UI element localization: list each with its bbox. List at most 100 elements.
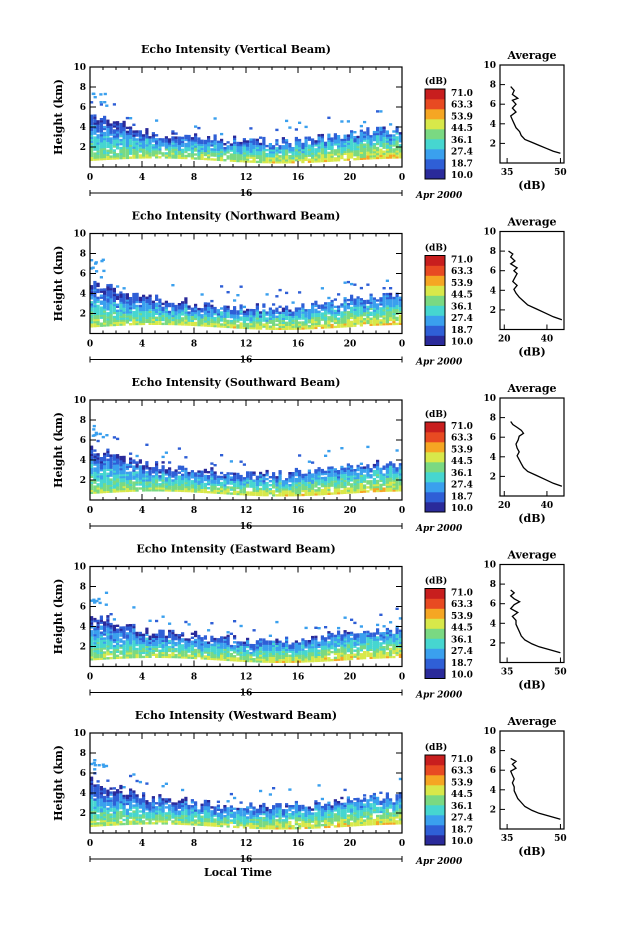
heatmap-cell: [281, 644, 285, 647]
heatmap-cell: [333, 470, 337, 473]
heatmap-cell: [236, 316, 240, 319]
heatmap-cell: [314, 326, 318, 330]
heatmap-cell: [103, 157, 107, 161]
heatmap-cell: [236, 155, 240, 159]
heatmap-cell: [132, 651, 136, 655]
heatmap-cell: [93, 288, 97, 292]
heatmap-cell: [161, 477, 165, 480]
heatmap-cell: [90, 636, 94, 639]
heatmap-cell: [356, 298, 360, 301]
heatmap-cell: [343, 325, 347, 328]
heatmap-cell: [363, 319, 367, 323]
heatmap-cell: [161, 473, 165, 476]
heatmap-cell: [294, 140, 298, 144]
heatmap-cell: [298, 309, 302, 312]
heatmap-cell: [200, 157, 204, 160]
heatmap-cell: [262, 136, 266, 140]
heatmap-cell: [200, 649, 204, 652]
heatmap-cell: [320, 306, 324, 309]
heatmap-cell: [330, 139, 334, 142]
heatmap-cell: [346, 134, 350, 137]
heatmap-cell: [288, 644, 292, 647]
heatmap-cell: [99, 136, 103, 139]
heatmap-cell: [288, 147, 292, 150]
heatmap-cell: [229, 656, 233, 660]
heatmap-cell: [135, 637, 139, 641]
heatmap-cell: [223, 317, 227, 320]
heatmap-cell: [125, 130, 129, 134]
heatmap-cell: [304, 485, 308, 488]
heatmap-cell: [369, 468, 373, 471]
heatmap-cell: [116, 458, 120, 461]
heatmap-cell: [395, 471, 399, 474]
heatmap-cell: [148, 310, 152, 313]
heatmap-cell: [343, 475, 347, 478]
heatmap-cell: [142, 639, 146, 643]
heatmap-cell: [376, 305, 380, 308]
heatmap-cell: [155, 302, 159, 305]
heatmap-cell: [145, 148, 149, 151]
heatmap-cell: [385, 316, 389, 320]
heatmap-cell: [122, 485, 126, 489]
heatmap-cell: [93, 296, 97, 300]
heatmap-cell: [229, 159, 233, 162]
heatmap-cell: [356, 472, 360, 476]
heatmap-cell: [353, 146, 357, 149]
heatmap-cell: [164, 647, 168, 651]
heatmap-cell: [112, 291, 116, 295]
heatmap-cell: [278, 305, 282, 308]
heatmap-cell: [99, 631, 103, 634]
heatmap-cell: [109, 456, 113, 459]
heatmap-cell: [359, 482, 363, 485]
heatmap-cell: [93, 471, 97, 474]
heatmap-cell: [138, 136, 142, 139]
heatmap-cell: [99, 322, 103, 325]
heatmap-cell: [96, 477, 100, 480]
heatmap-cell: [229, 315, 233, 319]
x-tick-label: 20: [344, 173, 357, 183]
heatmap-cell: [272, 313, 276, 316]
heatmap-cell: [246, 310, 250, 314]
heatmap-cell: [148, 483, 152, 486]
heatmap-cell: [369, 155, 373, 158]
heatmap-cell: [350, 491, 354, 494]
heatmap-cell: [379, 301, 383, 304]
heatmap-cell: [259, 487, 263, 491]
heatmap-cell: [109, 291, 113, 295]
heatmap-cell: [314, 142, 318, 145]
heatmap-cell: [181, 473, 185, 477]
heatmap-cell: [116, 646, 120, 649]
heatmap-cell: [382, 297, 386, 300]
heatmap-cell: [220, 325, 224, 328]
heatmap-cell: [346, 148, 350, 151]
heatmap-cell: [389, 312, 393, 316]
heatmap-cell: [119, 656, 123, 659]
heatmap-cell: [207, 152, 211, 155]
heatmap-cell: [129, 477, 133, 480]
heatmap-cell: [288, 323, 292, 326]
heatmap-cell: [346, 154, 350, 157]
heatmap-cell: [122, 150, 126, 154]
heatmap-cell: [304, 473, 308, 476]
heatmap-cell: [265, 640, 269, 643]
heatmap-cell: [132, 298, 136, 302]
heatmap-cell: [129, 473, 133, 476]
heatmap-cell: [311, 142, 315, 145]
heatmap-cell: [392, 469, 396, 472]
x-tick-label: 0: [87, 506, 93, 516]
heatmap-cell: [103, 139, 107, 143]
heatmap-cell: [242, 320, 246, 323]
heatmap-cell: [220, 658, 224, 661]
colorbar-segment: [425, 89, 445, 100]
heatmap-cell: [155, 475, 159, 478]
heatmap-cell: [320, 655, 324, 658]
heatmap-cell: [291, 313, 295, 316]
heatmap-cell: [356, 139, 360, 143]
heatmap-cell: [229, 472, 233, 475]
heatmap-cell: [142, 471, 146, 474]
heatmap-cell: [148, 294, 152, 297]
heatmap-cell: [171, 138, 175, 141]
heatmap-cell: [171, 643, 175, 647]
heatmap-cell: [129, 638, 133, 641]
heatmap-cell: [353, 485, 357, 488]
